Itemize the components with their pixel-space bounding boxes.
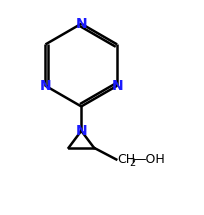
Text: N: N: [75, 17, 87, 31]
Text: N: N: [39, 79, 51, 93]
Text: N: N: [111, 79, 122, 93]
Text: 2: 2: [129, 158, 135, 168]
Text: —OH: —OH: [133, 153, 164, 166]
Text: CH: CH: [117, 153, 135, 166]
Text: N: N: [75, 124, 87, 138]
